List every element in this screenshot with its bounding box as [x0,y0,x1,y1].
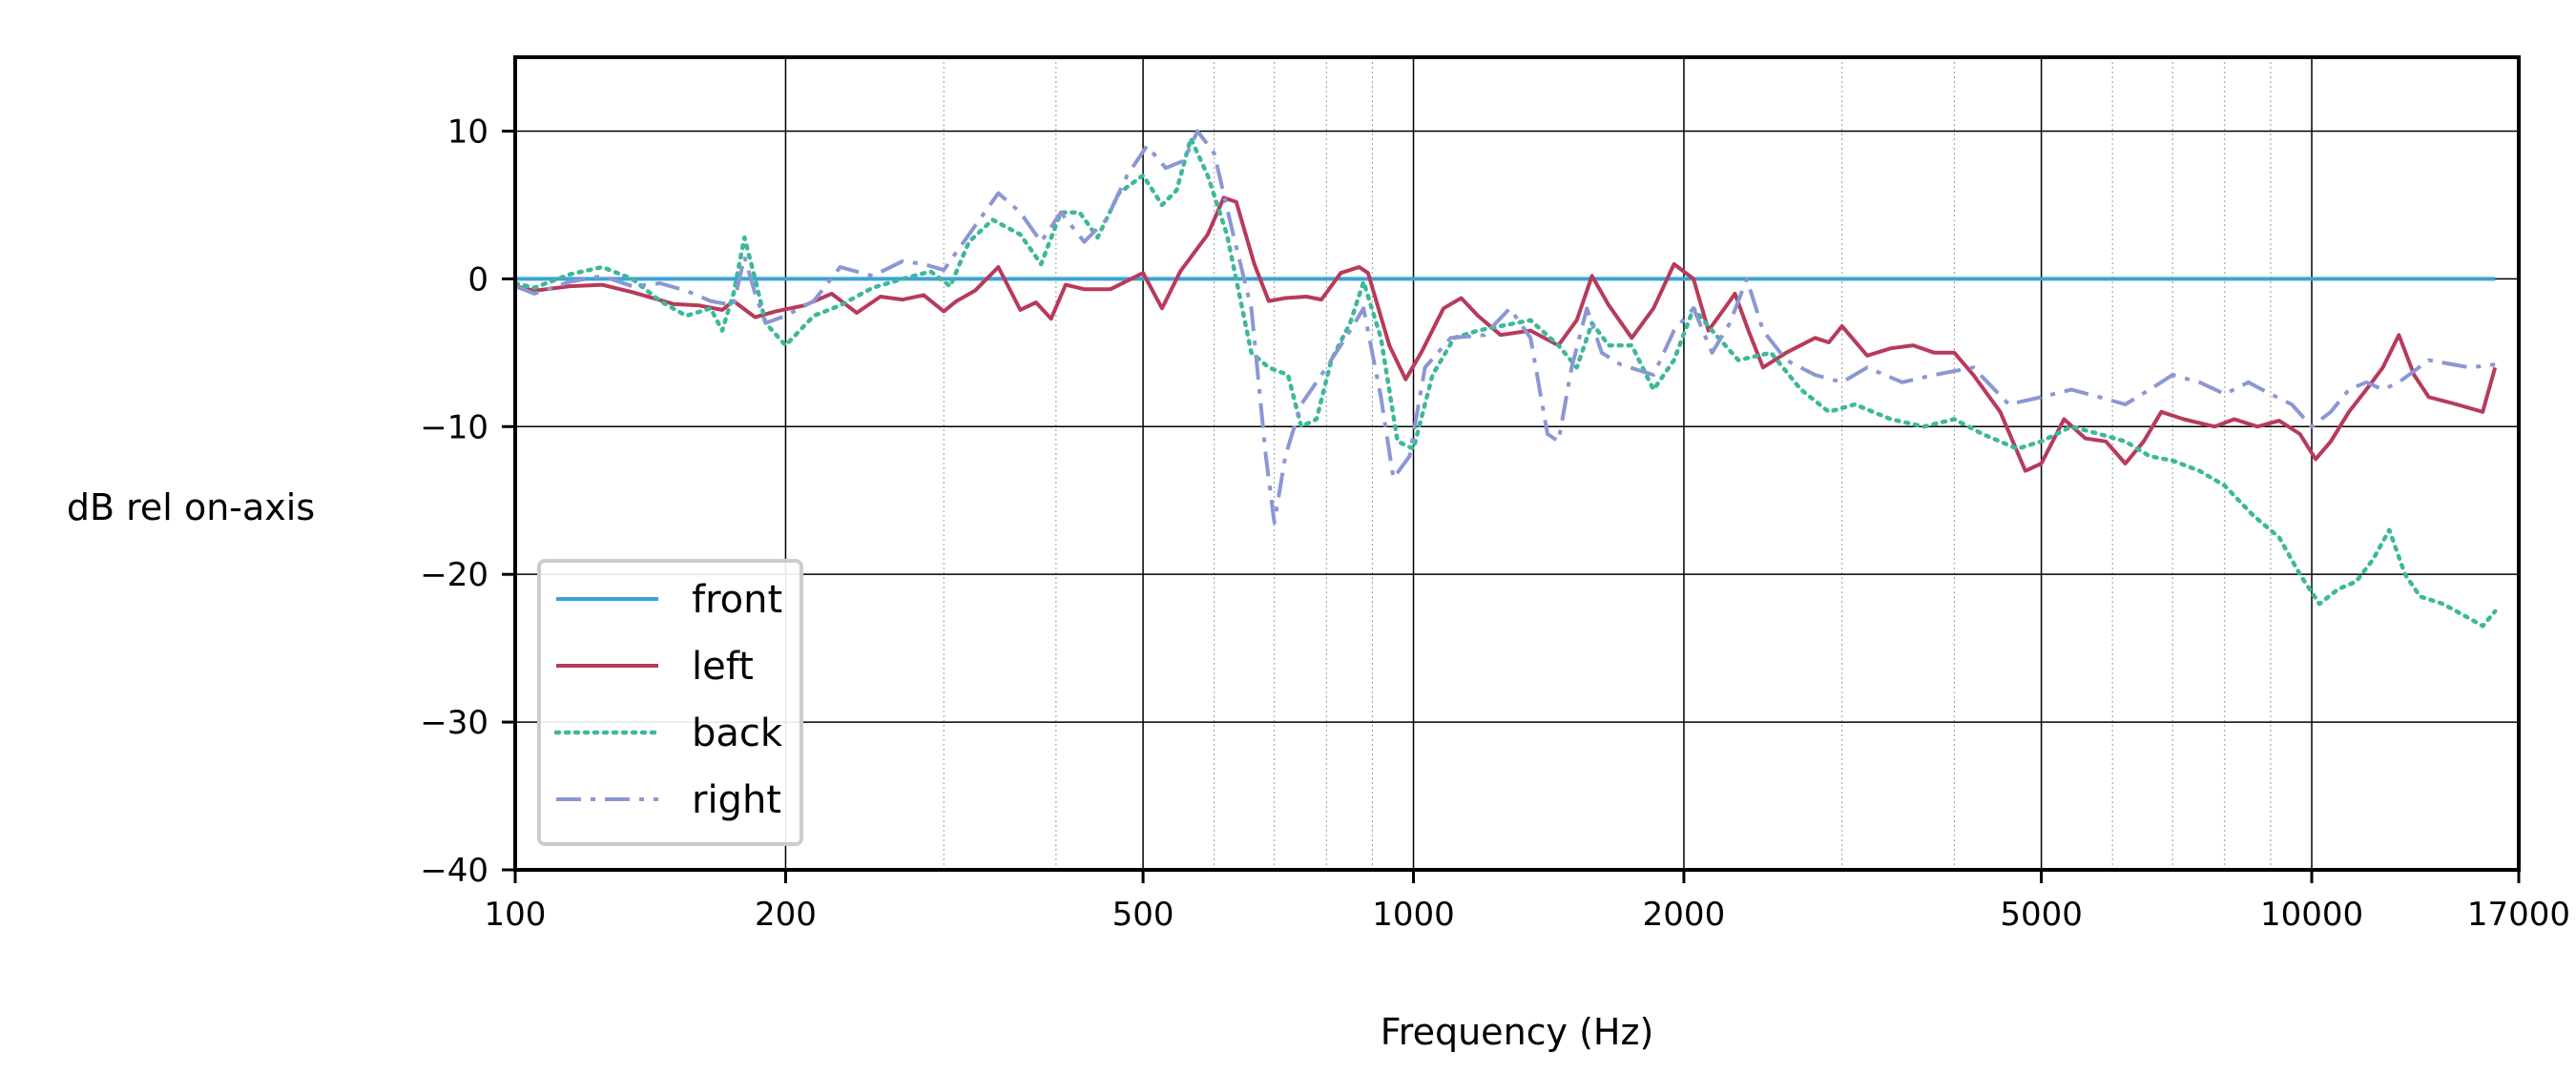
y-tick-label: −40 [420,852,488,890]
legend-label-front: front [692,578,782,622]
y-tick-label: −20 [420,556,488,594]
x-tick-label: 500 [1112,896,1174,934]
legend-box [537,559,803,846]
series-lines [512,129,2498,629]
legend-label-left: left [692,645,754,689]
plot-frame [513,55,2521,872]
axes: 100 200 500 1000 2000 5000 10000 17000100−10−20… [420,113,2570,934]
legend-label-back: back [692,712,783,755]
x-tick-label: 17000 [2467,896,2570,934]
series-line-back [512,135,2498,629]
x-tick-label: 2000 [1643,896,1726,934]
y-axis-label: dB rel on-axis [67,486,315,528]
y-tick-label: 10 [447,113,488,151]
x-axis-label: Frequency (Hz) [1381,1011,1654,1053]
legend-label-right: right [692,778,781,822]
x-tick-label: 10000 [2260,896,2363,934]
legend: front left back right [537,559,803,846]
x-tick-label: 100 [485,896,547,934]
y-tick-label: 0 [467,260,488,299]
x-tick-label: 1000 [1372,896,1455,934]
x-tick-label: 200 [755,896,817,934]
grid [515,57,2519,870]
x-tick-label: 5000 [2000,896,2083,934]
y-tick-label: −30 [420,704,488,742]
y-tick-label: −10 [420,408,488,446]
series-line-left [514,196,2498,473]
